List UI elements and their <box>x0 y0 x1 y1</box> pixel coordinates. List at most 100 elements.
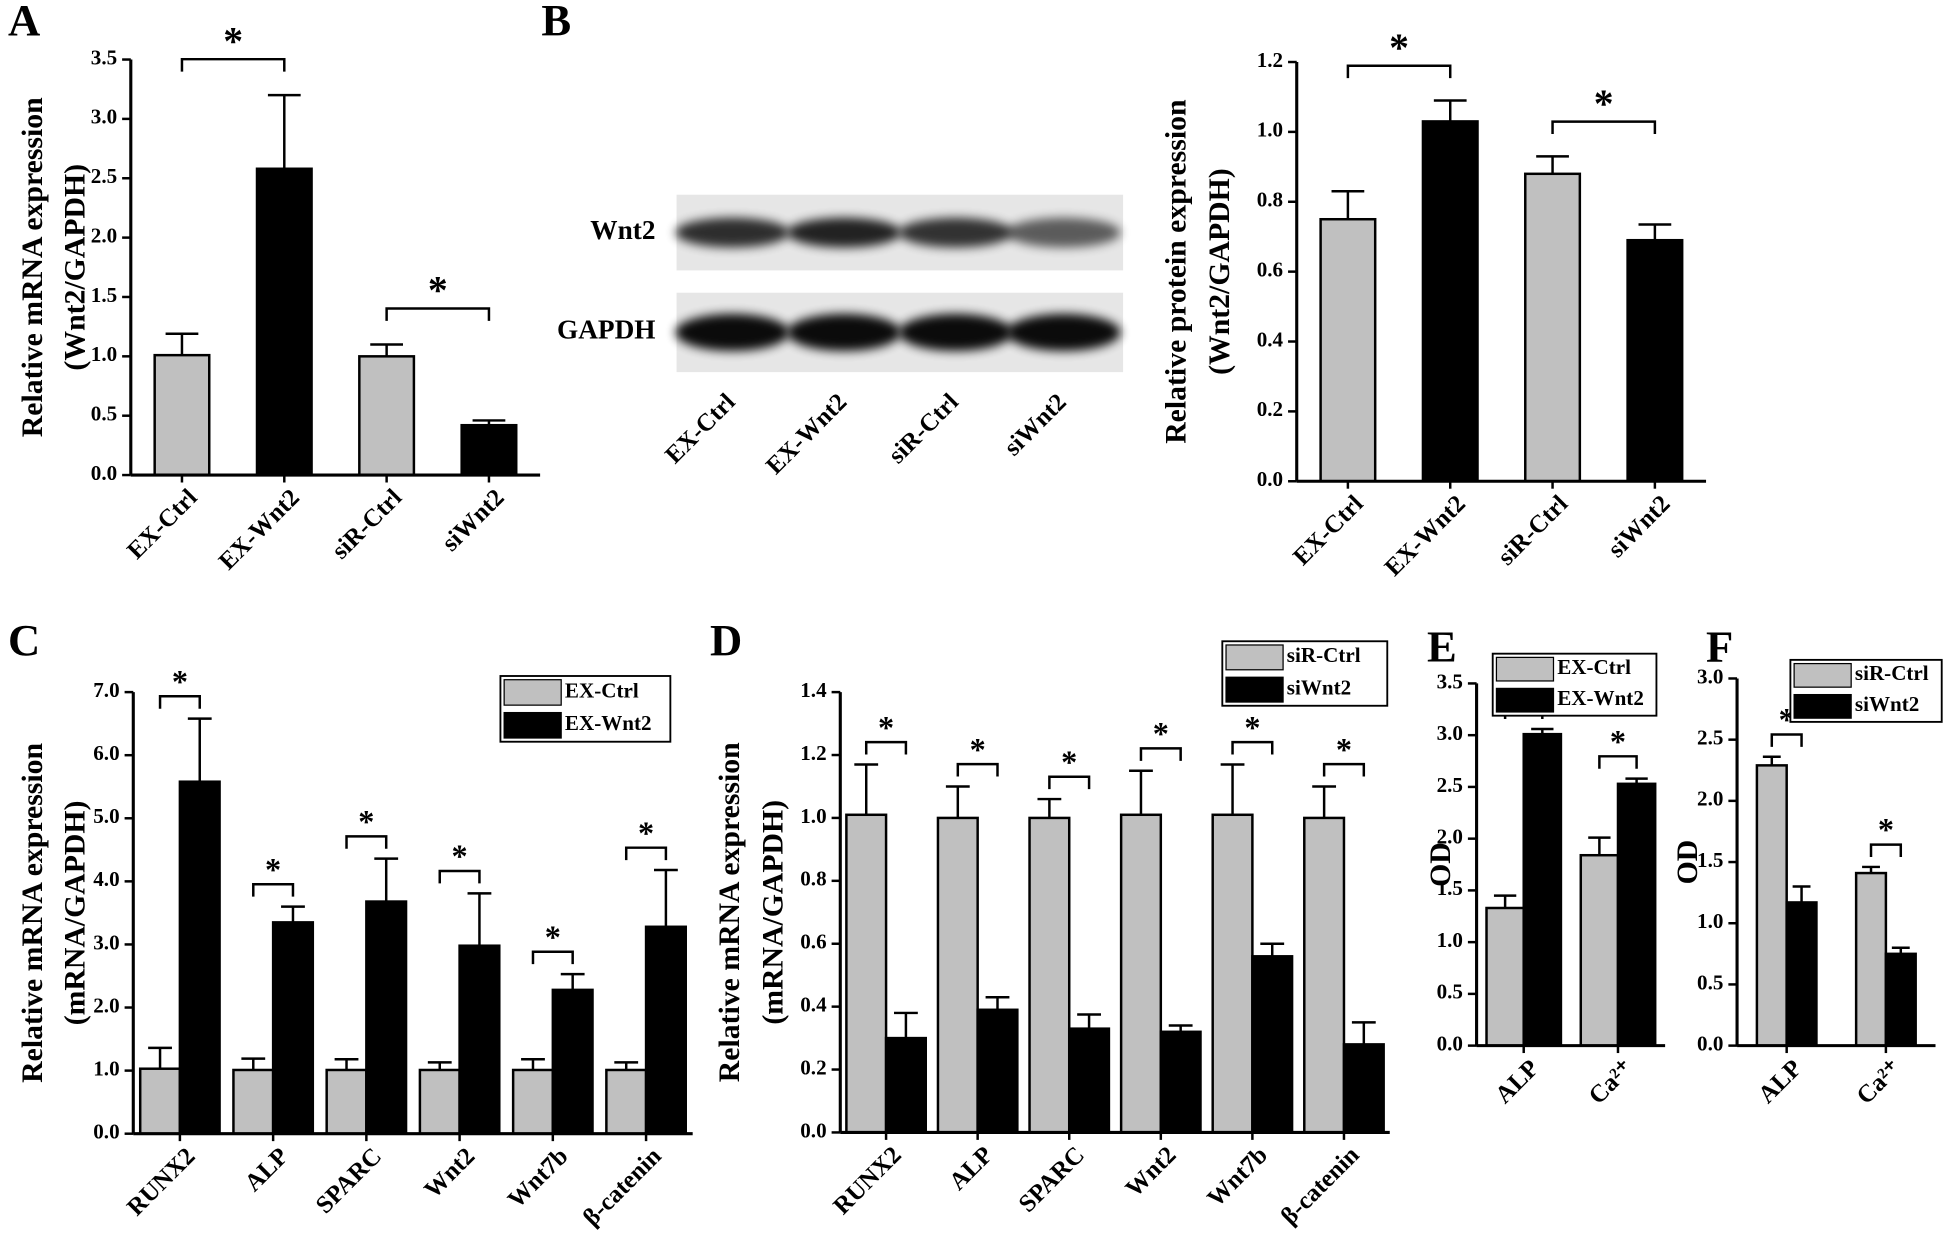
y-axis-label: OD <box>1671 840 1704 885</box>
y-tick-label: 0.4 <box>1257 327 1284 351</box>
y-tick-label: 0.5 <box>1697 970 1723 994</box>
bar <box>1211 813 1254 1134</box>
bar <box>1522 732 1563 1047</box>
panel-label: B <box>541 0 571 45</box>
y-tick-label: 3.0 <box>93 930 119 954</box>
x-tick-label: RUNX2 <box>828 1141 907 1220</box>
bar <box>255 167 313 477</box>
x-tick-label: ALP <box>240 1143 294 1197</box>
y-tick-label: 2.0 <box>91 223 117 247</box>
x-tick-label: Wnt7b <box>503 1143 574 1214</box>
y-tick-label: 0.5 <box>91 402 117 426</box>
y-tick-label: 1.0 <box>800 804 826 828</box>
x-tick-label: Ca²⁺ <box>1584 1055 1639 1110</box>
panel-label: F <box>1706 621 1733 671</box>
bar <box>1579 853 1620 1047</box>
bar <box>358 355 416 477</box>
blot-band <box>675 313 790 352</box>
significance-star: * <box>878 709 894 745</box>
y-tick-label: 3.0 <box>1697 664 1723 688</box>
y-tick-label: 3.0 <box>91 105 117 129</box>
bar <box>1067 1027 1111 1134</box>
y-tick-label: 0.2 <box>800 1055 826 1079</box>
bar <box>1319 217 1377 483</box>
panel-label: E <box>1427 621 1457 671</box>
significance-bracket <box>1346 64 1452 79</box>
bar <box>153 353 211 477</box>
bar <box>271 921 315 1135</box>
x-tick-label: β-catenin <box>1276 1141 1365 1230</box>
panel-label: C <box>8 615 40 665</box>
y-tick-label: 1.5 <box>91 283 117 307</box>
significance-star: * <box>1389 26 1409 70</box>
significance-star: * <box>1594 82 1614 126</box>
bar <box>511 1068 555 1135</box>
significance-bracket <box>1770 733 1803 747</box>
y-tick-label: 2.5 <box>1697 726 1723 750</box>
legend-label: EX-Ctrl <box>1557 655 1631 679</box>
legend-swatch <box>1495 687 1555 713</box>
y-axis-label: Relative mRNA expression <box>16 743 49 1083</box>
y-tick-label: 1.2 <box>800 741 826 765</box>
bar <box>458 944 501 1135</box>
significance-bracket <box>1231 740 1274 755</box>
x-tick-label: RUNX2 <box>122 1143 201 1222</box>
significance-bracket <box>385 307 491 321</box>
bar <box>178 780 221 1135</box>
y-axis-label: Relative protein expression <box>1160 99 1193 444</box>
legend-swatch <box>503 679 562 706</box>
x-tick-label: EX-Wnt2 <box>214 484 305 575</box>
y-tick-label: 0.8 <box>1257 188 1283 212</box>
significance-bracket <box>531 950 574 965</box>
bar <box>644 925 687 1135</box>
bar <box>1755 764 1788 1047</box>
legend-label: siR-Ctrl <box>1855 661 1929 685</box>
significance-star: * <box>1153 716 1169 752</box>
blot-lane-label: EX-Wnt2 <box>761 389 852 480</box>
bar <box>1854 871 1888 1047</box>
bar <box>1884 952 1917 1047</box>
y-tick-label: 0.8 <box>800 867 826 891</box>
x-tick-label: Wnt2 <box>1120 1141 1181 1202</box>
x-tick-label: SPARC <box>1014 1141 1090 1217</box>
y-tick-label: 0.0 <box>1437 1031 1463 1055</box>
bar <box>976 1008 1019 1134</box>
blot-lane-label: siWnt2 <box>999 389 1072 462</box>
y-axis-label: (Wnt2/GAPDH) <box>58 164 91 371</box>
significance-star: * <box>1244 709 1260 745</box>
y-tick-label: 1.0 <box>1697 909 1723 933</box>
legend-label: EX-Wnt2 <box>1557 686 1644 710</box>
significance-bracket <box>1322 762 1366 777</box>
significance-star: * <box>1878 812 1894 848</box>
y-tick-label: 0.0 <box>800 1118 826 1142</box>
y-tick-label: 6.0 <box>93 741 119 765</box>
x-tick-label: EX-Ctrl <box>122 484 203 565</box>
x-tick-label: β-catenin <box>578 1143 667 1232</box>
significance-star: * <box>1061 744 1077 780</box>
bar <box>1785 901 1818 1047</box>
significance-star: * <box>428 269 448 313</box>
legend-swatch <box>1495 656 1555 682</box>
bar <box>1421 120 1479 483</box>
bar <box>1303 816 1346 1134</box>
y-tick-label: 1.4 <box>800 678 827 702</box>
y-tick-label: 1.5 <box>1437 876 1463 900</box>
y-tick-label: 0.0 <box>1257 467 1283 491</box>
significance-star: * <box>358 803 374 839</box>
y-tick-label: 2.5 <box>1437 773 1463 797</box>
legend-label: siWnt2 <box>1287 675 1351 699</box>
y-tick-label: 0.6 <box>1257 257 1283 281</box>
x-tick-label: Ca²⁺ <box>1852 1055 1907 1110</box>
legend-swatch <box>1225 644 1284 671</box>
y-tick-label: 1.0 <box>1437 928 1463 952</box>
bar <box>1626 238 1684 483</box>
y-tick-label: 0.4 <box>800 992 827 1016</box>
significance-bracket <box>1598 755 1638 769</box>
significance-bracket <box>345 835 388 849</box>
y-axis-label: Relative mRNA expression <box>713 742 746 1082</box>
legend-swatch <box>503 711 562 739</box>
y-tick-label: 3.5 <box>1437 669 1463 693</box>
y-tick-label: 1.5 <box>1697 848 1723 872</box>
y-tick-label: 1.0 <box>93 1056 119 1080</box>
